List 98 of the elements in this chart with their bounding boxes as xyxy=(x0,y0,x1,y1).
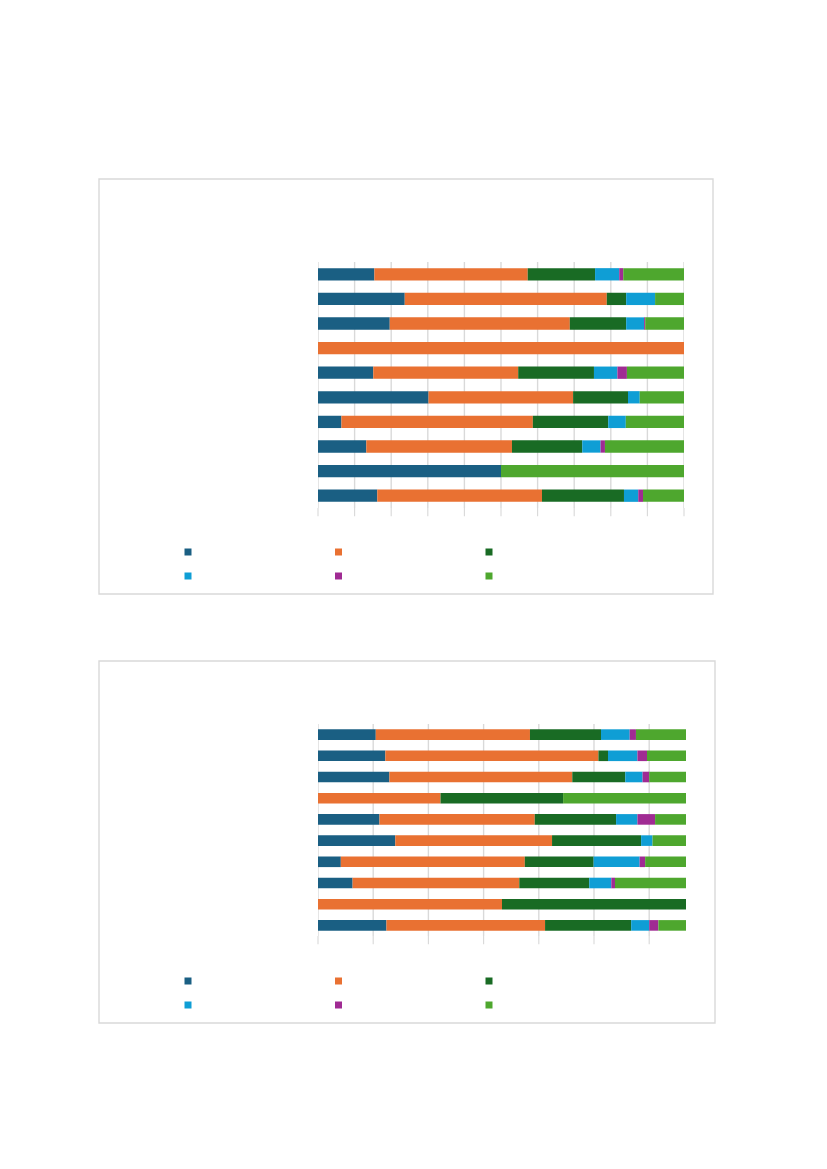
bar xyxy=(629,729,636,740)
bar xyxy=(646,750,686,762)
bar xyxy=(635,729,686,740)
bar xyxy=(545,920,632,931)
bar xyxy=(501,464,684,478)
bar xyxy=(637,750,647,762)
bar xyxy=(318,292,405,306)
bar xyxy=(527,268,596,281)
bar xyxy=(395,835,553,846)
bar xyxy=(318,464,501,478)
bar xyxy=(639,391,684,404)
bar xyxy=(617,366,627,379)
bar xyxy=(352,877,520,889)
bar xyxy=(625,771,643,783)
bar xyxy=(318,729,376,740)
bar xyxy=(529,729,601,740)
bar xyxy=(658,920,686,931)
bar xyxy=(641,835,653,846)
bar xyxy=(606,292,627,306)
bar xyxy=(385,750,599,762)
bar xyxy=(649,920,659,931)
bar xyxy=(318,366,374,379)
bar xyxy=(572,771,626,783)
bar xyxy=(318,771,390,783)
bar xyxy=(534,814,617,825)
bar xyxy=(639,856,646,868)
bar xyxy=(593,856,640,868)
bar xyxy=(318,489,378,502)
bar xyxy=(598,750,608,762)
bar xyxy=(625,415,684,429)
bar xyxy=(589,877,612,889)
bar xyxy=(541,489,624,502)
bar xyxy=(645,856,686,868)
bar xyxy=(318,814,380,825)
bar xyxy=(608,415,626,429)
bar xyxy=(638,489,644,502)
bar xyxy=(318,415,342,429)
bar xyxy=(626,292,656,306)
bar xyxy=(340,856,525,868)
bar xyxy=(552,835,642,846)
bar xyxy=(623,268,684,281)
bar xyxy=(318,440,367,453)
bar xyxy=(626,366,684,379)
bar xyxy=(379,814,535,825)
bar xyxy=(524,856,594,868)
bar xyxy=(389,771,573,783)
bar xyxy=(614,877,686,889)
bar xyxy=(318,317,390,330)
bar xyxy=(600,440,605,453)
bar xyxy=(318,268,375,281)
bar xyxy=(341,415,533,429)
bar xyxy=(511,440,583,453)
bar xyxy=(637,814,656,825)
bar xyxy=(631,920,650,931)
bar xyxy=(318,341,684,355)
bar xyxy=(532,415,609,429)
bar xyxy=(373,366,519,379)
bar xyxy=(404,292,607,306)
bar xyxy=(616,814,638,825)
bar xyxy=(593,366,618,379)
bar xyxy=(518,366,594,379)
bar xyxy=(440,792,564,804)
bar xyxy=(652,835,686,846)
bar xyxy=(519,877,590,889)
bar xyxy=(563,792,686,804)
bar xyxy=(375,729,530,740)
bar xyxy=(623,489,639,502)
bar xyxy=(389,317,570,330)
bar xyxy=(318,877,353,889)
bar xyxy=(318,856,341,868)
bar xyxy=(626,317,645,330)
bar xyxy=(569,317,627,330)
bar xyxy=(573,391,628,404)
bar xyxy=(600,729,630,740)
bar xyxy=(619,268,624,281)
bar xyxy=(582,440,601,453)
bar xyxy=(428,391,574,404)
bar xyxy=(604,440,684,453)
bar xyxy=(645,317,684,330)
bar xyxy=(374,268,528,281)
bar xyxy=(643,489,684,502)
bar xyxy=(318,898,502,910)
bar xyxy=(607,750,638,762)
bar xyxy=(502,898,686,910)
bar xyxy=(649,771,686,783)
bar xyxy=(318,835,396,846)
bar xyxy=(377,489,542,502)
bar xyxy=(318,920,387,931)
bar xyxy=(366,440,512,453)
bar xyxy=(318,792,441,804)
bar xyxy=(655,814,686,825)
bar xyxy=(318,391,429,404)
bar xyxy=(628,391,640,404)
bar xyxy=(386,920,546,931)
bar xyxy=(595,268,620,281)
bar xyxy=(318,750,386,762)
bar xyxy=(655,292,684,306)
bar xyxy=(611,877,615,889)
